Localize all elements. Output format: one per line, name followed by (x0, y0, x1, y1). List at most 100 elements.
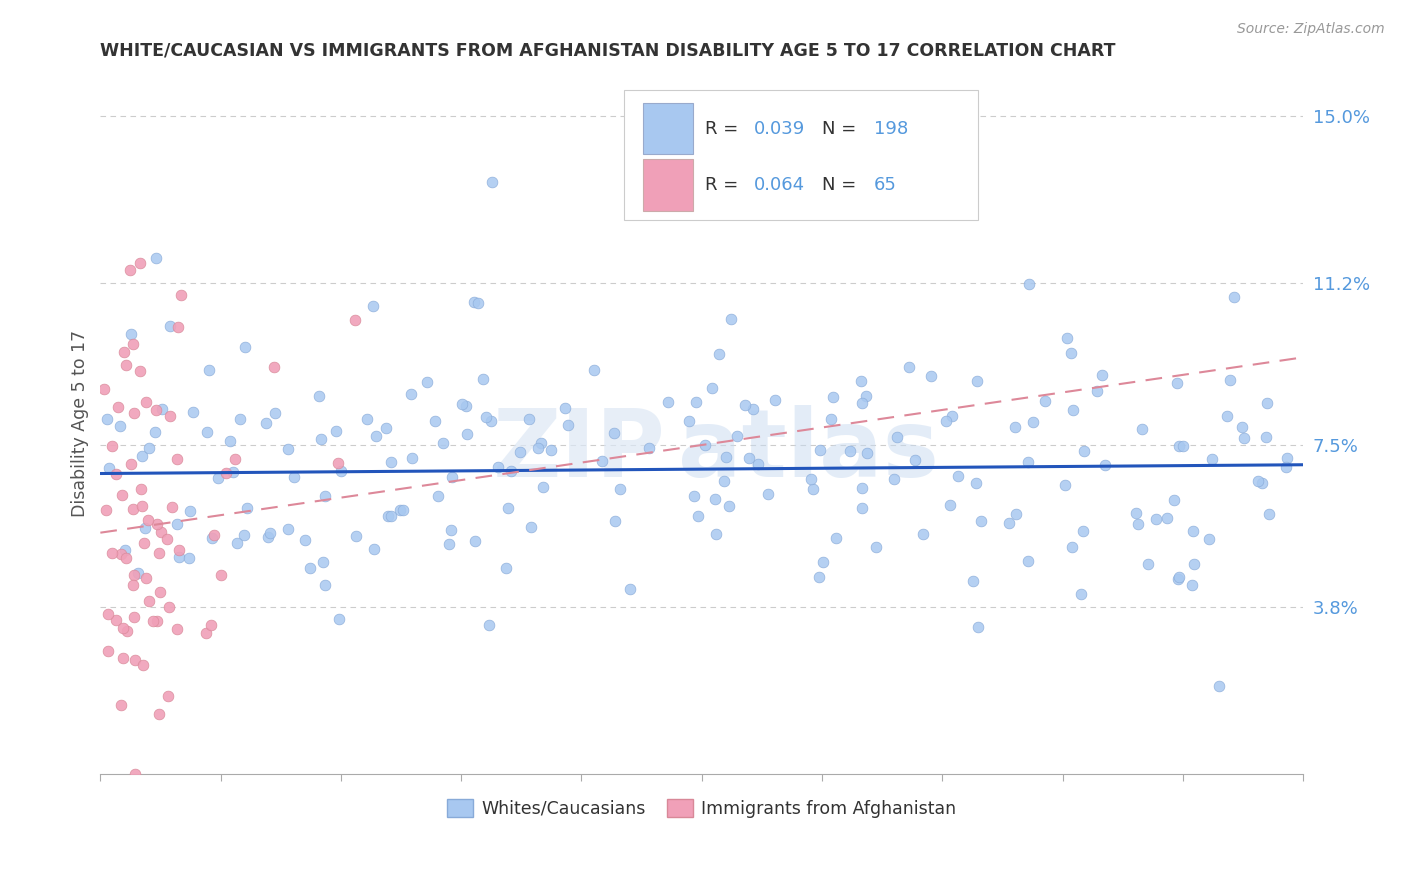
Point (1018, 277, 1040, 292)
Point (897, 359, 920, 374)
Point (463, 294, 485, 309)
Point (825, 532, 848, 546)
Point (138, 593, 160, 607)
Point (1198, 533, 1220, 547)
Point (1054, 478, 1077, 492)
Point (392, 503, 415, 517)
Point (1137, 558, 1160, 572)
Point (530, 436, 553, 450)
Point (263, 360, 285, 375)
Point (965, 476, 987, 491)
Point (747, 457, 769, 471)
Point (526, 441, 548, 455)
Point (104, 613, 127, 627)
Point (101, 546, 124, 560)
Point (808, 442, 831, 457)
Point (1216, 409, 1239, 423)
Point (1017, 554, 1039, 568)
Point (257, 530, 280, 544)
Point (1062, 541, 1084, 555)
Point (998, 516, 1021, 530)
Point (1167, 572, 1189, 586)
Point (1144, 512, 1167, 526)
Point (582, 363, 605, 377)
Point (104, 467, 127, 481)
Point (557, 418, 579, 433)
Point (683, 489, 706, 503)
Point (1201, 452, 1223, 467)
Point (97, 644, 120, 658)
Point (167, 542, 190, 557)
Point (704, 526, 727, 541)
Point (520, 520, 543, 534)
Text: R =: R = (706, 176, 744, 194)
Point (97, 607, 120, 621)
Point (233, 340, 256, 354)
Point (856, 446, 879, 460)
Point (224, 452, 246, 467)
Point (294, 533, 316, 547)
Point (1233, 431, 1256, 445)
Point (1250, 475, 1272, 490)
Point (713, 474, 735, 488)
Point (160, 500, 183, 514)
Point (110, 419, 132, 434)
Point (707, 347, 730, 361)
Point (135, 571, 157, 585)
Point (198, 362, 221, 376)
FancyBboxPatch shape (643, 103, 693, 154)
Point (1085, 384, 1108, 398)
Text: ZIP: ZIP (492, 405, 665, 497)
Point (440, 470, 463, 484)
Point (1060, 345, 1083, 359)
Point (1208, 679, 1230, 693)
Point (427, 489, 450, 503)
Point (703, 492, 725, 507)
Point (904, 453, 927, 467)
Point (157, 599, 180, 614)
Point (132, 657, 155, 672)
Point (456, 399, 478, 413)
Point (823, 390, 845, 404)
Point (966, 620, 988, 634)
Point (1062, 403, 1084, 417)
Point (131, 450, 153, 464)
Point (146, 614, 169, 628)
Point (738, 451, 761, 466)
Point (966, 374, 988, 388)
Point (134, 535, 156, 549)
Point (554, 401, 576, 415)
Point (328, 612, 350, 626)
Point (401, 450, 423, 465)
Point (714, 450, 737, 464)
Point (93, 383, 115, 397)
Point (120, 457, 142, 471)
Point (214, 467, 236, 481)
Point (839, 444, 862, 458)
Point (138, 441, 160, 455)
Point (375, 421, 398, 435)
Point (124, 653, 146, 667)
Point (495, 561, 517, 575)
Point (962, 574, 984, 589)
Point (96, 502, 118, 516)
Point (813, 555, 835, 569)
Point (254, 416, 277, 430)
Point (531, 480, 554, 494)
Point (389, 502, 412, 516)
Point (509, 445, 531, 459)
Point (734, 398, 756, 412)
Point (1073, 443, 1095, 458)
Point (499, 465, 522, 479)
Point (121, 337, 143, 351)
Point (148, 707, 170, 722)
Point (756, 487, 779, 501)
Point (912, 527, 935, 541)
Point (111, 621, 134, 635)
Point (148, 546, 170, 560)
Point (195, 425, 218, 439)
Point (688, 508, 710, 523)
Point (851, 481, 873, 495)
Point (467, 296, 489, 310)
Point (110, 698, 132, 712)
